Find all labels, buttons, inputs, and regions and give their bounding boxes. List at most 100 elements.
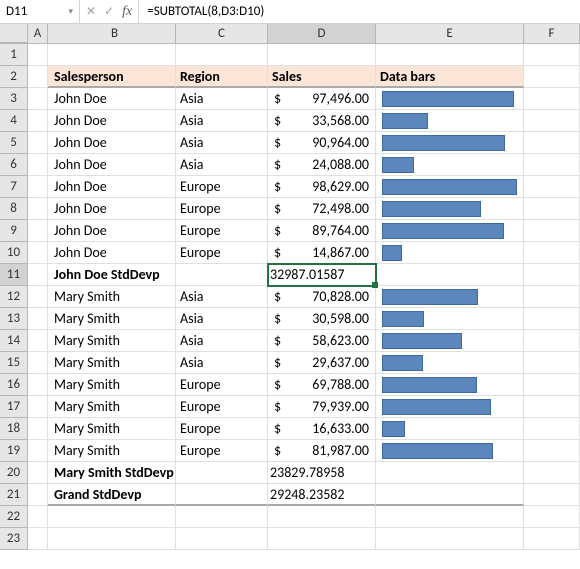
- cell[interactable]: [524, 44, 580, 66]
- cell-sales[interactable]: $29,637.00: [268, 352, 376, 374]
- cell-sales[interactable]: $89,764.00: [268, 220, 376, 242]
- cell-databar[interactable]: [376, 154, 524, 176]
- cell-salesperson[interactable]: John Doe: [48, 176, 176, 198]
- cell[interactable]: [28, 154, 48, 176]
- select-all-corner[interactable]: [0, 24, 28, 43]
- cell-region[interactable]: Asia: [176, 286, 268, 308]
- cell-salesperson[interactable]: John Doe: [48, 88, 176, 110]
- row-header[interactable]: 5: [0, 132, 28, 154]
- cell[interactable]: [176, 44, 268, 66]
- cell-databar[interactable]: [376, 220, 524, 242]
- cell-databar[interactable]: [376, 352, 524, 374]
- cell[interactable]: [28, 286, 48, 308]
- cell[interactable]: [524, 374, 580, 396]
- cell[interactable]: [524, 396, 580, 418]
- row-header[interactable]: 15: [0, 352, 28, 374]
- cell[interactable]: [524, 308, 580, 330]
- subtotal-label[interactable]: John Doe StdDevp: [48, 264, 176, 286]
- dropdown-icon[interactable]: ▾: [68, 6, 73, 17]
- cell-databar[interactable]: [376, 198, 524, 220]
- cell-region[interactable]: Asia: [176, 110, 268, 132]
- row-header[interactable]: 9: [0, 220, 28, 242]
- cell-databar[interactable]: [376, 110, 524, 132]
- cell-sales[interactable]: $16,633.00: [268, 418, 376, 440]
- col-header-A[interactable]: A: [28, 24, 48, 43]
- cell-region[interactable]: Europe: [176, 440, 268, 462]
- row-header[interactable]: 17: [0, 396, 28, 418]
- cell[interactable]: [524, 462, 580, 484]
- cell-sales[interactable]: $33,568.00: [268, 110, 376, 132]
- cell-salesperson[interactable]: Mary Smith: [48, 440, 176, 462]
- fx-icon[interactable]: fx: [122, 4, 132, 20]
- cell[interactable]: [28, 418, 48, 440]
- cell[interactable]: [28, 484, 48, 506]
- cell[interactable]: [524, 110, 580, 132]
- col-header-E[interactable]: E: [376, 24, 524, 43]
- row-header[interactable]: 7: [0, 176, 28, 198]
- cell-region[interactable]: Europe: [176, 220, 268, 242]
- cell-databar[interactable]: [376, 242, 524, 264]
- cell-salesperson[interactable]: John Doe: [48, 220, 176, 242]
- row-header[interactable]: 10: [0, 242, 28, 264]
- subtotal-label[interactable]: Mary Smith StdDevp: [48, 462, 176, 484]
- cell-salesperson[interactable]: John Doe: [48, 198, 176, 220]
- cell[interactable]: [28, 110, 48, 132]
- cell-databar[interactable]: [376, 88, 524, 110]
- cell[interactable]: [28, 330, 48, 352]
- cell[interactable]: [524, 66, 580, 88]
- cell[interactable]: [28, 462, 48, 484]
- formula-input[interactable]: =SUBTOTAL(8,D3:D10): [139, 0, 580, 23]
- cell-salesperson[interactable]: John Doe: [48, 110, 176, 132]
- cell[interactable]: [524, 242, 580, 264]
- cell[interactable]: [28, 242, 48, 264]
- col-header-C[interactable]: C: [176, 24, 268, 43]
- col-header-B[interactable]: B: [48, 24, 176, 43]
- cell[interactable]: [28, 506, 48, 528]
- row-header[interactable]: 21: [0, 484, 28, 506]
- cell[interactable]: [376, 462, 524, 484]
- cell[interactable]: [524, 154, 580, 176]
- cell[interactable]: [28, 176, 48, 198]
- enter-icon[interactable]: ✓: [104, 4, 114, 19]
- cell-databar[interactable]: [376, 418, 524, 440]
- cell-salesperson[interactable]: John Doe: [48, 132, 176, 154]
- cell-region[interactable]: Europe: [176, 242, 268, 264]
- row-header[interactable]: 23: [0, 528, 28, 550]
- row-header[interactable]: 19: [0, 440, 28, 462]
- cell[interactable]: [376, 528, 524, 550]
- cell-region[interactable]: Europe: [176, 374, 268, 396]
- cell[interactable]: [524, 352, 580, 374]
- cell-sales[interactable]: $90,964.00: [268, 132, 376, 154]
- cell[interactable]: [376, 264, 524, 286]
- cell-salesperson[interactable]: John Doe: [48, 154, 176, 176]
- subtotal-value[interactable]: 32987.01587: [268, 264, 376, 286]
- header-sales[interactable]: Sales: [268, 66, 376, 88]
- cell[interactable]: [176, 484, 268, 506]
- grand-value[interactable]: 29248.23582: [268, 484, 376, 506]
- row-header[interactable]: 22: [0, 506, 28, 528]
- cell-sales[interactable]: $81,987.00: [268, 440, 376, 462]
- row-header[interactable]: 13: [0, 308, 28, 330]
- cell[interactable]: [28, 198, 48, 220]
- cell[interactable]: [524, 330, 580, 352]
- cell[interactable]: [524, 528, 580, 550]
- cell-salesperson[interactable]: Mary Smith: [48, 352, 176, 374]
- cell-region[interactable]: Asia: [176, 88, 268, 110]
- cell[interactable]: [524, 286, 580, 308]
- cell-sales[interactable]: $58,623.00: [268, 330, 376, 352]
- cell-sales[interactable]: $14,867.00: [268, 242, 376, 264]
- cell-databar[interactable]: [376, 286, 524, 308]
- row-header[interactable]: 6: [0, 154, 28, 176]
- cell[interactable]: [376, 484, 524, 506]
- cell-salesperson[interactable]: Mary Smith: [48, 418, 176, 440]
- cell[interactable]: [48, 528, 176, 550]
- cell-region[interactable]: Europe: [176, 176, 268, 198]
- cell[interactable]: [524, 88, 580, 110]
- row-header[interactable]: 16: [0, 374, 28, 396]
- grand-label[interactable]: Grand StdDevp: [48, 484, 176, 506]
- cell-region[interactable]: Asia: [176, 132, 268, 154]
- cell-sales[interactable]: $30,598.00: [268, 308, 376, 330]
- row-header[interactable]: 8: [0, 198, 28, 220]
- cell-databar[interactable]: [376, 440, 524, 462]
- cell[interactable]: [524, 440, 580, 462]
